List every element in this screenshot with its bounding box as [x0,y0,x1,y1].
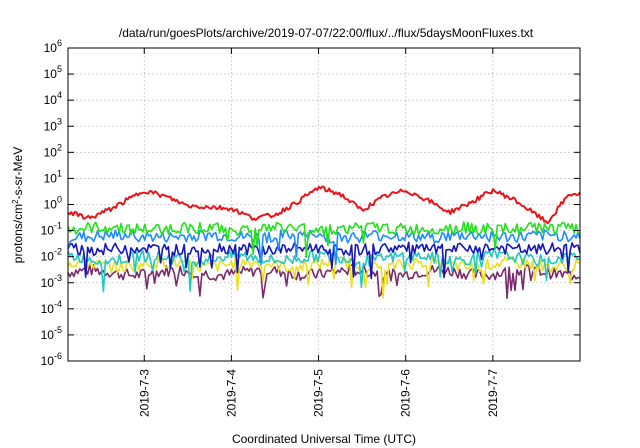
x-tick-label: 2019-7-3 [137,369,151,417]
y-tick-label: 10-5 [41,325,62,342]
chart-series [67,185,581,299]
x-axis-label: Coordinated Universal Time (UTC) [232,432,416,446]
y-tick-label: 10-4 [41,299,62,316]
chart-grid [68,48,580,361]
y-tick-label: 10-1 [41,221,62,238]
y-tick-label: 104 [44,90,62,107]
series-line [67,249,581,293]
x-tick-label: 2019-7-7 [486,369,500,417]
series-line [67,221,581,259]
y-tick-label: 101 [44,168,62,185]
x-tick-label: 2019-7-4 [224,369,238,417]
y-tick-label: 10-2 [41,247,62,264]
x-tick-label: 2019-7-6 [399,369,413,417]
y-tick-label: 105 [44,64,62,81]
y-tick-label: 10-3 [41,273,62,290]
chart-title: /data/run/goesPlots/archive/2019-07-07/2… [119,26,534,40]
x-tick-label: 2019-7-5 [312,369,326,417]
series-line [67,264,581,299]
y-axis-label: protons/cm2-s-sr-MeV [11,147,26,263]
y-tick-label: 103 [44,116,62,133]
y-tick-label: 10-6 [41,351,62,368]
y-tick-label: 102 [44,142,62,159]
series-line-red [67,185,581,225]
y-tick-label: 106 [44,38,62,55]
series-line [67,229,581,266]
x-axis: 2019-7-3 2019-7-4 2019-7-5 2019-7-6 2019-7-7 [137,48,500,417]
y-tick-label: 100 [44,195,62,212]
